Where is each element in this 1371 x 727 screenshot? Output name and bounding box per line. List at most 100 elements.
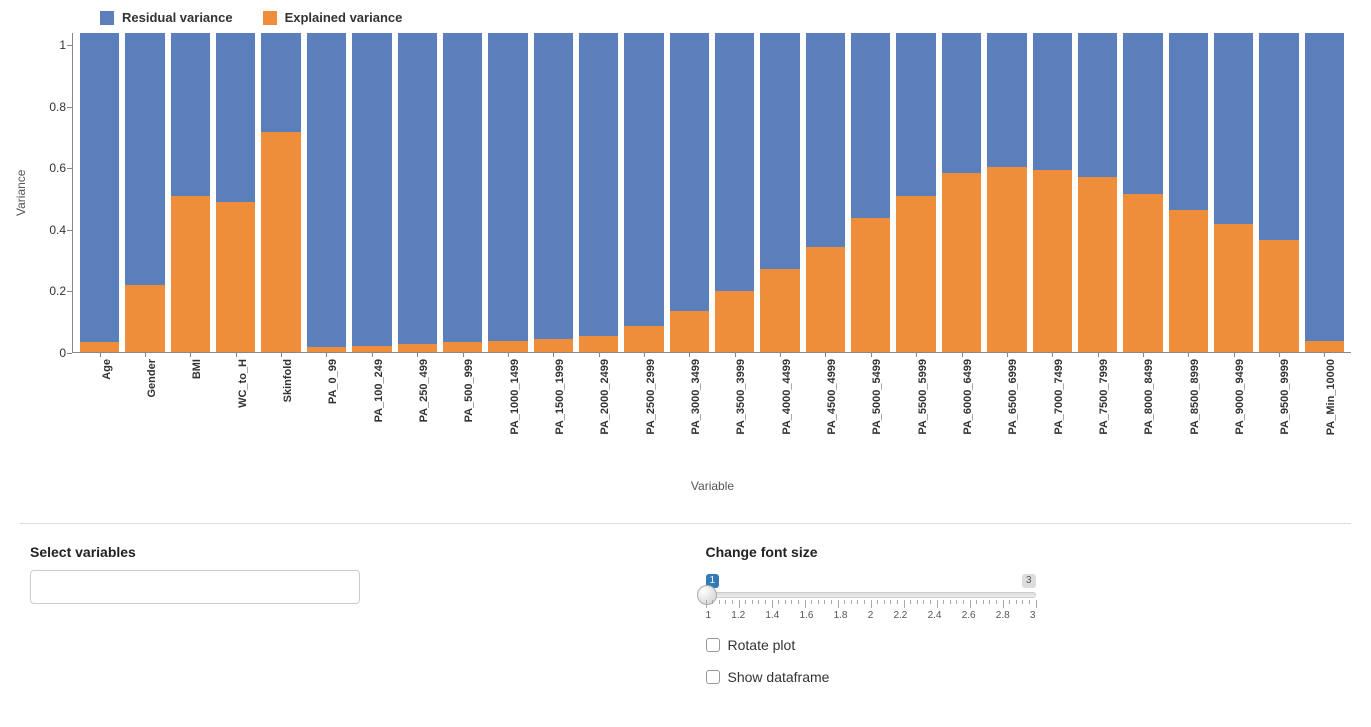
rotate-plot-checkbox[interactable] xyxy=(706,638,720,652)
select-variables-input[interactable] xyxy=(30,570,360,604)
bar-segment-explained xyxy=(1259,240,1298,352)
slider-tick-minor xyxy=(765,600,766,604)
bar-segment-explained xyxy=(1123,194,1162,352)
bar xyxy=(806,33,845,352)
slider-tick-major xyxy=(970,600,971,608)
slider-tick-minor xyxy=(785,600,786,604)
bar-segment-explained xyxy=(488,341,527,352)
bar-segment-explained xyxy=(896,196,935,352)
bar-segment-explained xyxy=(80,342,119,352)
bar-segment-residual xyxy=(534,33,573,339)
bar-segment-explained xyxy=(942,173,981,352)
legend-item-explained: Explained variance xyxy=(263,10,403,25)
x-tick-label: PA_9500_9999 xyxy=(1260,353,1299,483)
slider-tick-minor xyxy=(897,600,898,604)
slider-tick-minor xyxy=(910,600,911,604)
slider-tick-minor xyxy=(851,600,852,604)
x-tick-label: PA_6500_6999 xyxy=(988,353,1027,483)
bar-segment-residual xyxy=(760,33,799,269)
slider-scale: 11.21.41.61.822.22.42.62.83 xyxy=(706,610,1036,621)
bar-segment-explained xyxy=(1169,210,1208,352)
bar-segment-explained xyxy=(1033,170,1072,352)
y-tick: 0.2 xyxy=(32,285,66,297)
show-dataframe-checkbox[interactable] xyxy=(706,670,720,684)
show-dataframe-row[interactable]: Show dataframe xyxy=(706,669,1342,685)
slider-tick-minor xyxy=(745,600,746,604)
x-tick-label: PA_5000_5499 xyxy=(852,353,891,483)
slider-scale-label: 2.2 xyxy=(893,610,907,621)
slider-tick-major xyxy=(838,600,839,608)
slider-tick-major xyxy=(904,600,905,608)
slider-tick-minor xyxy=(712,600,713,604)
chart-legend: Residual variance Explained variance xyxy=(100,10,1351,25)
slider-tick-major xyxy=(739,600,740,608)
bar-segment-explained xyxy=(987,167,1026,352)
slider-tick-minor xyxy=(884,600,885,604)
x-tick-label: Skinfold xyxy=(262,353,301,483)
bar xyxy=(125,33,164,352)
y-tick: 0 xyxy=(32,347,66,359)
bar xyxy=(851,33,890,352)
x-tick-label: PA_2000_2499 xyxy=(580,353,619,483)
slider-tick-minor xyxy=(890,600,891,604)
slider-scale-label: 2.4 xyxy=(928,610,942,621)
slider-tick-minor xyxy=(831,600,832,604)
bar-segment-explained xyxy=(579,336,618,352)
bar-segment-explained xyxy=(261,132,300,352)
slider-scale-label: 3 xyxy=(1030,610,1036,621)
slider-scale-label: 1.2 xyxy=(731,610,745,621)
y-tick: 1 xyxy=(32,39,66,51)
x-tick-label: PA_7000_7499 xyxy=(1033,353,1072,483)
bar-segment-explained xyxy=(534,339,573,352)
rotate-plot-row[interactable]: Rotate plot xyxy=(706,637,1342,653)
bar-segment-explained xyxy=(715,291,754,352)
bar xyxy=(534,33,573,352)
bar-segment-explained xyxy=(352,346,391,352)
slider-tick-major xyxy=(937,600,938,608)
slider-tick-minor xyxy=(732,600,733,604)
x-tick-label: PA_Min_10000 xyxy=(1305,353,1344,483)
slider-tick-minor xyxy=(950,600,951,604)
slider-tick-minor xyxy=(758,600,759,604)
bar-segment-residual xyxy=(579,33,618,336)
bar-segment-residual xyxy=(261,33,300,132)
bar xyxy=(715,33,754,352)
slider-tick-minor xyxy=(824,600,825,604)
x-tick-label: BMI xyxy=(172,353,211,483)
slider-tick-minor xyxy=(996,600,997,604)
bar xyxy=(1123,33,1162,352)
bar-segment-residual xyxy=(1078,33,1117,177)
slider-tick-minor xyxy=(844,600,845,604)
bar-segment-explained xyxy=(125,285,164,352)
bar-segment-residual xyxy=(216,33,255,202)
bar xyxy=(942,33,981,352)
bar-segment-explained xyxy=(171,196,210,352)
font-size-and-options: Change font size 1 3 11.21.41.61.822.22.… xyxy=(706,544,1342,685)
slider-tick-major xyxy=(772,600,773,608)
bar xyxy=(1214,33,1253,352)
select-variables-label: Select variables xyxy=(30,544,666,560)
bar-segment-residual xyxy=(1305,33,1344,341)
slider-track[interactable] xyxy=(706,592,1036,598)
bar-segment-explained xyxy=(624,326,663,352)
bar xyxy=(352,33,391,352)
bar-segment-residual xyxy=(80,33,119,342)
font-size-slider[interactable]: 1 3 11.21.41.61.822.22.42.62.83 xyxy=(706,570,1036,621)
slider-scale-label: 1.8 xyxy=(834,610,848,621)
plot-area xyxy=(72,33,1351,353)
font-size-label: Change font size xyxy=(706,544,1342,560)
slider-tick-minor xyxy=(1022,600,1023,604)
slider-tick-minor xyxy=(877,600,878,604)
slider-tick-minor xyxy=(719,600,720,604)
bar-segment-residual xyxy=(1259,33,1298,240)
slider-end-badge: 3 xyxy=(1022,574,1036,588)
bar-segment-explained xyxy=(307,347,346,352)
bar-segment-residual xyxy=(806,33,845,247)
slider-scale-label: 2.6 xyxy=(962,610,976,621)
x-tick-label: PA_500_999 xyxy=(444,353,483,483)
slider-tick-minor xyxy=(963,600,964,604)
bar-segment-explained xyxy=(1078,177,1117,352)
y-axis-label: Variance xyxy=(10,33,32,353)
y-tick: 0.4 xyxy=(32,224,66,236)
slider-tick-minor xyxy=(917,600,918,604)
